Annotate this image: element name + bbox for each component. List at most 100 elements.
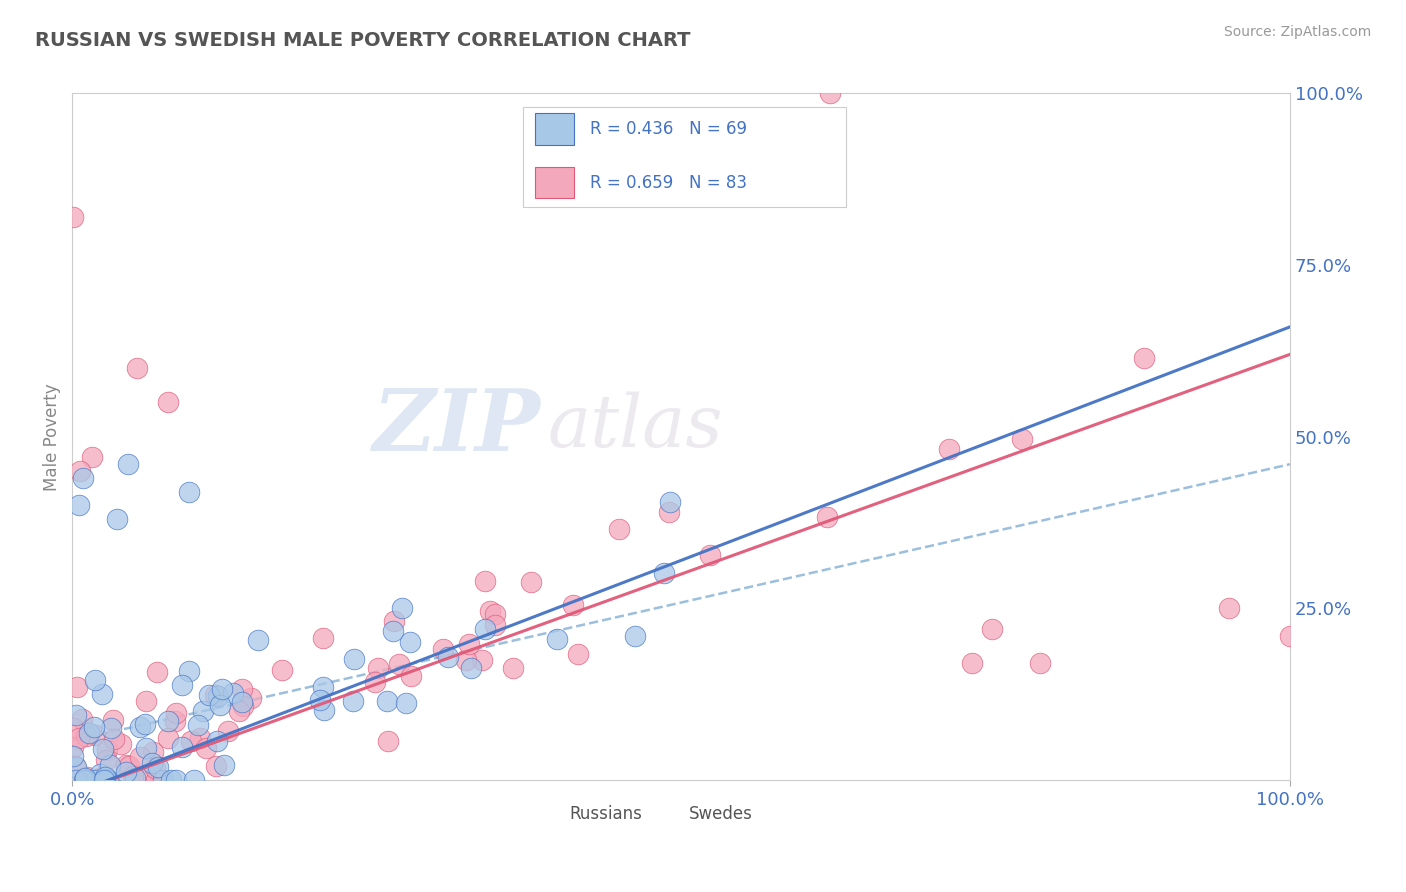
Point <box>110 737 132 751</box>
Point <box>127 361 149 376</box>
Text: atlas: atlas <box>547 392 723 462</box>
Point <box>156 395 179 409</box>
Point <box>546 632 568 647</box>
Point <box>152 773 174 788</box>
Point <box>77 773 100 788</box>
Point <box>156 731 179 746</box>
Point <box>65 707 87 722</box>
Point <box>658 505 681 519</box>
Point <box>179 484 201 499</box>
FancyBboxPatch shape <box>536 167 574 198</box>
Point <box>128 720 150 734</box>
Point <box>311 680 333 694</box>
Point <box>232 699 254 714</box>
Point <box>77 726 100 740</box>
Text: Russians: Russians <box>569 805 643 823</box>
Point <box>76 773 98 788</box>
Point <box>73 773 96 788</box>
Point <box>1133 351 1156 366</box>
Point <box>180 734 202 748</box>
Point <box>375 694 398 708</box>
Point <box>122 769 145 783</box>
Point <box>1011 432 1033 446</box>
Point <box>170 678 193 692</box>
Point <box>562 598 585 612</box>
Point <box>165 706 187 720</box>
Point <box>84 673 107 688</box>
Point <box>117 457 139 471</box>
Point <box>228 704 250 718</box>
Point <box>135 694 157 708</box>
Point <box>938 442 960 456</box>
Point <box>231 682 253 697</box>
Point <box>471 653 494 667</box>
Point <box>115 765 138 780</box>
Point <box>699 548 721 562</box>
Text: R = 0.436   N = 69: R = 0.436 N = 69 <box>589 120 747 138</box>
Point <box>97 773 120 788</box>
Point <box>94 773 117 788</box>
Point <box>437 650 460 665</box>
Point <box>159 773 181 788</box>
Text: ZIP: ZIP <box>373 384 541 468</box>
Point <box>474 574 496 588</box>
Point <box>94 770 117 784</box>
Point <box>89 772 111 786</box>
Point <box>364 674 387 689</box>
Point <box>165 714 187 729</box>
Point <box>94 773 117 788</box>
Point <box>115 758 138 772</box>
Point <box>981 622 1004 636</box>
Point <box>146 665 169 679</box>
Point <box>83 720 105 734</box>
Point <box>73 773 96 788</box>
Point <box>103 732 125 747</box>
Point <box>395 696 418 710</box>
Point <box>484 617 506 632</box>
Point <box>145 773 167 788</box>
Point <box>72 713 94 727</box>
Point <box>80 450 103 465</box>
Point <box>63 759 86 773</box>
Point <box>177 664 200 678</box>
Point <box>659 495 682 509</box>
Point <box>87 773 110 788</box>
Point <box>247 632 270 647</box>
Point <box>65 760 87 774</box>
Point <box>172 739 194 754</box>
Point <box>458 637 481 651</box>
Point <box>83 728 105 742</box>
Point <box>101 714 124 728</box>
Point <box>502 660 524 674</box>
Point <box>312 632 335 646</box>
Point <box>191 705 214 719</box>
Point <box>142 745 165 759</box>
Point <box>382 614 405 628</box>
Point <box>89 767 111 781</box>
Point <box>567 647 589 661</box>
Point <box>94 773 117 788</box>
Point <box>84 773 107 788</box>
Point <box>454 653 477 667</box>
Point <box>474 623 496 637</box>
Point <box>820 87 842 101</box>
FancyBboxPatch shape <box>536 113 574 145</box>
Point <box>377 734 399 748</box>
Point <box>134 717 156 731</box>
Point <box>62 210 84 224</box>
Point <box>381 624 404 639</box>
Point <box>118 759 141 773</box>
Point <box>98 758 121 772</box>
Text: R = 0.659   N = 83: R = 0.659 N = 83 <box>589 174 747 192</box>
Point <box>607 522 630 536</box>
Point <box>65 773 87 788</box>
Point <box>73 773 96 788</box>
FancyBboxPatch shape <box>652 803 683 826</box>
Point <box>204 759 226 773</box>
Point <box>149 773 172 788</box>
Point <box>211 681 233 696</box>
Point <box>212 758 235 772</box>
Point <box>270 664 292 678</box>
Point <box>165 773 187 788</box>
Text: RUSSIAN VS SWEDISH MALE POVERTY CORRELATION CHART: RUSSIAN VS SWEDISH MALE POVERTY CORRELAT… <box>35 31 690 50</box>
